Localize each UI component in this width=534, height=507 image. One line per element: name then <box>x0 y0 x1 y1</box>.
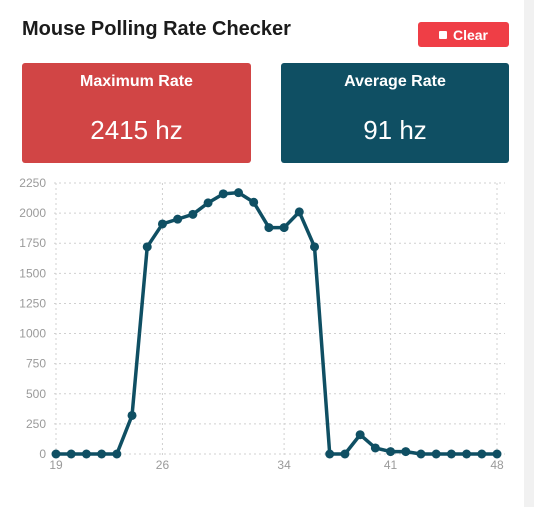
x-tick-label: 41 <box>384 458 398 470</box>
clear-button[interactable]: Clear <box>418 22 509 47</box>
series-line <box>54 190 499 456</box>
data-point <box>157 219 167 229</box>
y-tick-label: 750 <box>26 357 46 371</box>
maximum-rate-value: 2415 hz <box>90 115 183 145</box>
data-point <box>249 197 259 207</box>
data-point <box>218 189 228 199</box>
y-tick-label: 1250 <box>19 296 46 310</box>
stop-icon <box>438 30 447 39</box>
data-point <box>173 214 183 224</box>
data-point <box>112 449 122 459</box>
data-point <box>51 449 61 459</box>
y-tick-label: 1000 <box>19 327 46 341</box>
average-rate-panel: Average Rate 91 hz <box>281 63 509 163</box>
data-point <box>416 449 426 459</box>
y-tick-label: 2000 <box>19 206 46 220</box>
data-point <box>97 449 107 459</box>
data-point <box>294 207 304 217</box>
data-point <box>325 449 335 459</box>
polling-rate-chart: 0 250 500 750 1000 1250 1500 1750 2000 2250 19 26 34… <box>19 176 505 470</box>
data-point <box>446 449 456 459</box>
average-rate-label: Average Rate <box>344 73 446 90</box>
average-rate-value: 91 hz <box>363 115 427 145</box>
y-tick-label: 500 <box>26 387 46 401</box>
data-point <box>492 449 502 459</box>
data-point <box>233 188 243 198</box>
data-point <box>264 223 274 233</box>
page-title: Mouse Polling Rate Checker <box>22 18 291 40</box>
data-point <box>401 447 411 457</box>
x-tick-label: 34 <box>277 458 291 470</box>
y-tick-label: 2250 <box>19 176 46 190</box>
data-point <box>203 198 213 208</box>
data-point <box>462 449 472 459</box>
y-tick-label: 1750 <box>19 236 46 250</box>
maximum-rate-label: Maximum Rate <box>80 73 193 90</box>
data-point <box>279 223 289 233</box>
data-point <box>355 430 365 440</box>
data-point <box>340 449 350 459</box>
data-point <box>81 449 91 459</box>
data-point <box>127 410 137 420</box>
x-tick-label: 48 <box>490 458 504 470</box>
y-tick-label: 0 <box>39 447 46 461</box>
x-tick-label: 19 <box>49 458 63 470</box>
data-point <box>386 447 396 457</box>
clear-button-label: Clear <box>452 26 489 43</box>
data-point <box>431 449 441 459</box>
data-point <box>477 449 487 459</box>
maximum-rate-panel: Maximum Rate 2415 hz <box>22 63 251 163</box>
data-point <box>66 449 76 459</box>
data-point <box>310 242 320 252</box>
y-tick-label: 1500 <box>19 266 46 280</box>
y-tick-label: 250 <box>26 417 46 431</box>
x-tick-label: 26 <box>156 458 170 470</box>
data-point <box>370 443 380 453</box>
data-point <box>142 242 152 252</box>
data-point <box>188 209 198 219</box>
